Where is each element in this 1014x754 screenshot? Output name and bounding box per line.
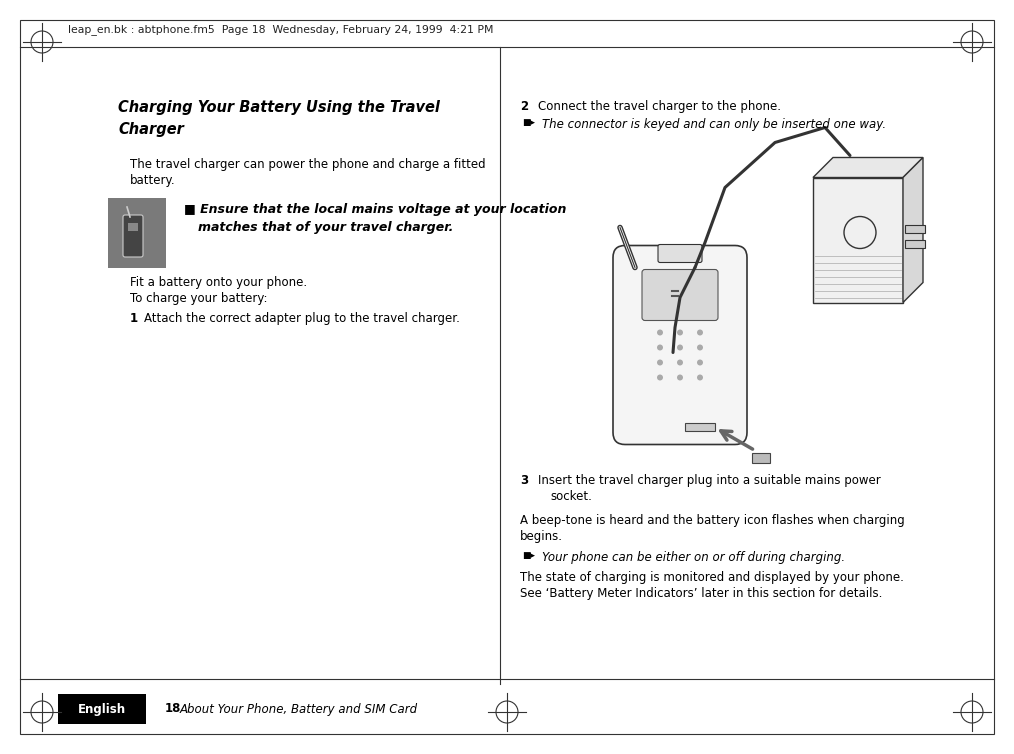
Text: Your phone can be either on or off during charging.: Your phone can be either on or off durin… bbox=[542, 551, 845, 564]
Text: The connector is keyed and can only be inserted one way.: The connector is keyed and can only be i… bbox=[542, 118, 886, 131]
Circle shape bbox=[657, 329, 663, 336]
Text: Charging Your Battery Using the Travel: Charging Your Battery Using the Travel bbox=[118, 100, 440, 115]
Text: socket.: socket. bbox=[550, 490, 592, 503]
FancyBboxPatch shape bbox=[658, 244, 702, 262]
Circle shape bbox=[657, 345, 663, 351]
Text: About Your Phone, Battery and SIM Card: About Your Phone, Battery and SIM Card bbox=[180, 703, 418, 716]
Text: battery.: battery. bbox=[130, 174, 175, 187]
Text: matches that of your travel charger.: matches that of your travel charger. bbox=[198, 221, 453, 234]
Circle shape bbox=[697, 345, 703, 351]
Text: The state of charging is monitored and displayed by your phone.: The state of charging is monitored and d… bbox=[520, 571, 903, 584]
Circle shape bbox=[657, 360, 663, 366]
Text: ■▸: ■▸ bbox=[522, 118, 535, 127]
Bar bbox=[58, 694, 146, 724]
Text: Insert the travel charger plug into a suitable mains power: Insert the travel charger plug into a su… bbox=[538, 474, 881, 487]
Text: Attach the correct adapter plug to the travel charger.: Attach the correct adapter plug to the t… bbox=[144, 312, 460, 325]
Text: ■ Ensure that the local mains voltage at your location: ■ Ensure that the local mains voltage at… bbox=[184, 203, 567, 216]
FancyBboxPatch shape bbox=[123, 215, 143, 257]
FancyBboxPatch shape bbox=[613, 246, 747, 445]
Text: The travel charger can power the phone and charge a fitted: The travel charger can power the phone a… bbox=[130, 158, 486, 171]
Circle shape bbox=[657, 375, 663, 381]
Circle shape bbox=[697, 375, 703, 381]
Text: To charge your battery:: To charge your battery: bbox=[130, 292, 268, 305]
Bar bbox=[108, 198, 166, 268]
Text: Charger: Charger bbox=[118, 122, 184, 137]
Text: leap_en.bk : abtphone.fm5  Page 18  Wednesday, February 24, 1999  4:21 PM: leap_en.bk : abtphone.fm5 Page 18 Wednes… bbox=[68, 25, 494, 35]
Text: Connect the travel charger to the phone.: Connect the travel charger to the phone. bbox=[538, 100, 781, 113]
Circle shape bbox=[677, 345, 683, 351]
Circle shape bbox=[697, 329, 703, 336]
Text: Fit a battery onto your phone.: Fit a battery onto your phone. bbox=[130, 276, 307, 289]
Bar bbox=[685, 422, 715, 431]
Text: A beep-tone is heard and the battery icon flashes when charging: A beep-tone is heard and the battery ico… bbox=[520, 514, 904, 527]
Circle shape bbox=[677, 375, 683, 381]
Text: begins.: begins. bbox=[520, 530, 563, 543]
Bar bbox=[906, 240, 925, 247]
Circle shape bbox=[677, 360, 683, 366]
Circle shape bbox=[677, 329, 683, 336]
Text: ■▸: ■▸ bbox=[522, 551, 535, 559]
Bar bbox=[752, 452, 770, 462]
Bar bbox=[906, 225, 925, 232]
Bar bbox=[128, 223, 138, 231]
Polygon shape bbox=[813, 158, 923, 177]
Text: 2: 2 bbox=[520, 100, 528, 113]
Text: English: English bbox=[78, 703, 126, 716]
Text: 1: 1 bbox=[130, 312, 138, 325]
Polygon shape bbox=[903, 158, 923, 302]
Text: 3: 3 bbox=[520, 474, 528, 487]
Text: See ‘Battery Meter Indicators’ later in this section for details.: See ‘Battery Meter Indicators’ later in … bbox=[520, 587, 882, 599]
FancyBboxPatch shape bbox=[642, 269, 718, 320]
Circle shape bbox=[697, 360, 703, 366]
Polygon shape bbox=[813, 177, 903, 302]
Text: 18: 18 bbox=[165, 703, 182, 716]
